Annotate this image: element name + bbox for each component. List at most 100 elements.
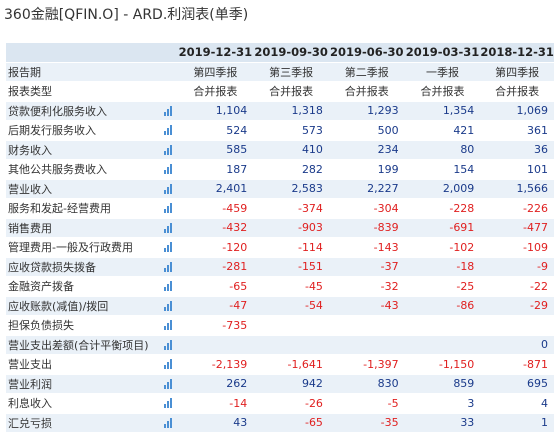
table-cell: 187 — [177, 159, 254, 180]
bar-chart-icon[interactable] — [163, 125, 174, 135]
bar-chart-icon[interactable] — [163, 300, 174, 311]
table-row[interactable]: 其他公共服务费收入 187 282 199 154 101 — [6, 159, 554, 180]
table-cell: -14 — [177, 393, 254, 414]
table-row[interactable]: 汇兑亏损 43 -65 -35 33 1 — [6, 413, 554, 433]
bar-chart-icon[interactable] — [163, 242, 174, 252]
table-row[interactable]: 财务收入 585 410 234 80 36 — [6, 140, 554, 160]
table-cell: -54 — [253, 296, 329, 316]
row-label-cell: 销售费用 — [6, 218, 178, 238]
table-row[interactable]: 应收贷款损失拨备 -281 -151 -37 -18 -9 — [6, 257, 554, 277]
row-label: 报表类型 — [6, 81, 178, 102]
table-cell: 234 — [328, 140, 405, 160]
table-cell: -2,139 — [177, 354, 254, 375]
column-header[interactable]: 2019-06-30 — [328, 43, 405, 63]
table-cell: -18 — [404, 257, 481, 277]
table-cell: 合并报表 — [404, 81, 481, 102]
row-label-cell: 财务收入 — [6, 140, 178, 160]
bar-chart-icon[interactable] — [163, 320, 174, 330]
bar-chart-icon[interactable] — [163, 281, 174, 291]
bar-chart-icon[interactable] — [163, 183, 174, 194]
table-cell — [253, 315, 329, 336]
table-cell: -1,641 — [253, 354, 329, 375]
table-cell: 1,069 — [480, 101, 554, 121]
table-cell: 33 — [404, 413, 481, 433]
table-row[interactable]: 营业支出差额(合计平衡项目) 0 — [6, 335, 554, 355]
table-cell: 942 — [253, 374, 329, 394]
bar-chart-icon[interactable] — [163, 261, 174, 272]
table-cell: -871 — [480, 354, 554, 375]
table-cell: 合并报表 — [253, 81, 329, 102]
table-row[interactable]: 后期发行服务收入 524 573 500 421 361 — [6, 120, 554, 141]
table-cell: 585 — [177, 140, 254, 160]
table-cell — [328, 315, 405, 336]
table-cell: 524 — [177, 120, 254, 141]
table-cell: 695 — [480, 374, 554, 394]
table-row[interactable]: 担保负债损失 -735 — [6, 315, 554, 336]
column-header[interactable]: 2019-09-30 — [253, 43, 329, 63]
table-row[interactable]: 营业利润 262 942 830 859 695 — [6, 374, 554, 394]
table-row[interactable]: 销售费用 -432 -903 -839 -691 -477 — [6, 218, 554, 238]
row-label: 金融资产拨备 — [8, 280, 74, 294]
table-cell: -32 — [328, 276, 405, 297]
column-header[interactable]: 2019-03-31 — [404, 43, 481, 63]
table-cell: 1,566 — [480, 179, 554, 199]
bar-chart-icon[interactable] — [163, 144, 174, 155]
row-label: 贷款便利化服务收入 — [8, 104, 107, 118]
table-cell: 1,104 — [177, 101, 254, 121]
table-cell: 154 — [404, 159, 481, 180]
column-header[interactable]: 2018-12-31 — [480, 43, 554, 63]
meta-row: 报告期 第四季报 第三季报 第二季报 一季报 第四季报 — [6, 62, 554, 82]
table-row[interactable]: 应收账款(减值)/拨回 -47 -54 -43 -86 -29 — [6, 296, 554, 316]
column-header[interactable]: 2019-12-31 — [177, 43, 254, 63]
table-cell: -143 — [328, 237, 405, 258]
table-row[interactable]: 利息收入 -14 -26 -5 3 4 — [6, 393, 554, 414]
table-row[interactable]: 贷款便利化服务收入 1,104 1,318 1,293 1,354 1,069 — [6, 101, 554, 121]
table-cell: 第四季报 — [480, 62, 554, 82]
bar-chart-icon[interactable] — [163, 164, 174, 174]
table-cell: 2,401 — [177, 179, 254, 199]
table-cell: 80 — [404, 140, 481, 160]
table-cell: -691 — [404, 218, 481, 238]
table-cell: 2,227 — [328, 179, 405, 199]
row-label-cell: 汇兑亏损 — [6, 413, 178, 433]
table-cell — [177, 335, 254, 355]
bar-chart-icon[interactable] — [163, 398, 174, 408]
page-title: 360金融[QFIN.O] - ARD.利润表(单季) — [4, 7, 249, 23]
table-row[interactable]: 营业支出 -2,139 -1,641 -1,397 -1,150 -871 — [6, 354, 554, 375]
table-cell: -903 — [253, 218, 329, 238]
table-cell: 2,009 — [404, 179, 481, 199]
table-header-row: 2019-12-31 2019-09-30 2019-06-30 2019-03… — [6, 43, 554, 63]
table-cell: 410 — [253, 140, 329, 160]
table-cell: -43 — [328, 296, 405, 316]
bar-chart-icon[interactable] — [163, 378, 174, 389]
bar-chart-icon[interactable] — [163, 359, 174, 369]
table-cell: 一季报 — [404, 62, 481, 82]
table-cell: 合并报表 — [177, 81, 254, 102]
row-label: 应收账款(减值)/拨回 — [8, 299, 109, 313]
table-row[interactable]: 管理费用-一般及行政费用 -120 -114 -143 -102 -109 — [6, 237, 554, 258]
row-label-cell: 营业收入 — [6, 179, 178, 199]
table-cell: -35 — [328, 413, 405, 433]
bar-chart-icon[interactable] — [163, 222, 174, 233]
row-label-cell: 服务和发起-经营费用 — [6, 198, 178, 219]
table-cell: 500 — [328, 120, 405, 141]
bar-chart-icon[interactable] — [163, 203, 174, 213]
table-row[interactable]: 服务和发起-经营费用 -459 -374 -304 -228 -226 — [6, 198, 554, 219]
table-row[interactable]: 营业收入 2,401 2,583 2,227 2,009 1,566 — [6, 179, 554, 199]
table-row[interactable]: 金融资产拨备 -65 -45 -32 -25 -22 — [6, 276, 554, 297]
row-label: 应收贷款损失拨备 — [8, 260, 96, 274]
table-cell: -281 — [177, 257, 254, 277]
row-label: 营业支出差额(合计平衡项目) — [8, 338, 149, 352]
bar-chart-icon[interactable] — [163, 339, 174, 350]
row-label: 汇兑亏损 — [8, 416, 52, 430]
bar-chart-icon[interactable] — [163, 417, 174, 428]
table-cell: -459 — [177, 198, 254, 219]
income-statement-table: 2019-12-31 2019-09-30 2019-06-30 2019-03… — [6, 43, 554, 433]
table-cell: -1,397 — [328, 354, 405, 375]
bar-chart-icon[interactable] — [163, 105, 174, 116]
table-cell: -374 — [253, 198, 329, 219]
table-cell: -839 — [328, 218, 405, 238]
table-cell — [404, 315, 481, 336]
header-corner — [6, 43, 178, 63]
table-cell: 199 — [328, 159, 405, 180]
